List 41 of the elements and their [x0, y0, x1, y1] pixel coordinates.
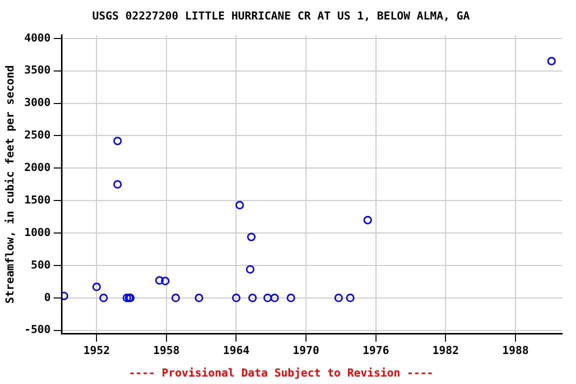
point — [113, 136, 122, 146]
point — [194, 294, 204, 302]
y-axis-title: Streamflow, in cubic feet per second — [3, 65, 16, 304]
point — [235, 200, 244, 210]
text: ---- Provisional Data Subject to Revision ---- — [128, 366, 434, 380]
point — [334, 294, 343, 302]
point — [346, 294, 354, 302]
point — [232, 294, 240, 302]
y-tick-label: 2000 — [24, 161, 51, 174]
y-tick-label: 0 — [44, 290, 51, 304]
x-tick-label: 1952 — [83, 344, 110, 358]
y-tick-label: 1500 — [24, 193, 51, 206]
point — [263, 294, 272, 302]
y-tick-label: 500 — [30, 258, 51, 272]
x-tick-label: 1958 — [153, 344, 180, 358]
point — [155, 276, 164, 285]
y-tick-label: 3500 — [24, 64, 51, 77]
y-tick-label: 2500 — [24, 128, 51, 142]
point — [270, 294, 279, 302]
point — [246, 265, 254, 274]
point — [547, 56, 556, 66]
x-tick-label: 1976 — [362, 344, 390, 358]
point — [248, 294, 257, 302]
chart-title: USGS 02227200 LITTLE HURRICANE CR AT US 1, BELOW ALMA, GA — [92, 9, 470, 22]
y-tick-label: 4000 — [24, 31, 51, 44]
point — [286, 294, 296, 302]
point — [160, 276, 170, 286]
y-tick-label: 3000 — [24, 96, 51, 110]
point — [122, 294, 132, 302]
point — [363, 216, 372, 224]
x-tick-label: 1988 — [502, 344, 529, 358]
point — [92, 282, 101, 292]
x-tick-label: 1970 — [292, 344, 320, 358]
point — [99, 294, 108, 302]
x-tick-label: 1964 — [222, 344, 250, 358]
x-tick-label: 1982 — [432, 344, 459, 358]
point — [113, 180, 122, 189]
point — [171, 294, 180, 302]
y-tick-label: -500 — [24, 323, 51, 336]
point — [247, 232, 256, 242]
y-tick-label: 1000 — [24, 226, 51, 239]
